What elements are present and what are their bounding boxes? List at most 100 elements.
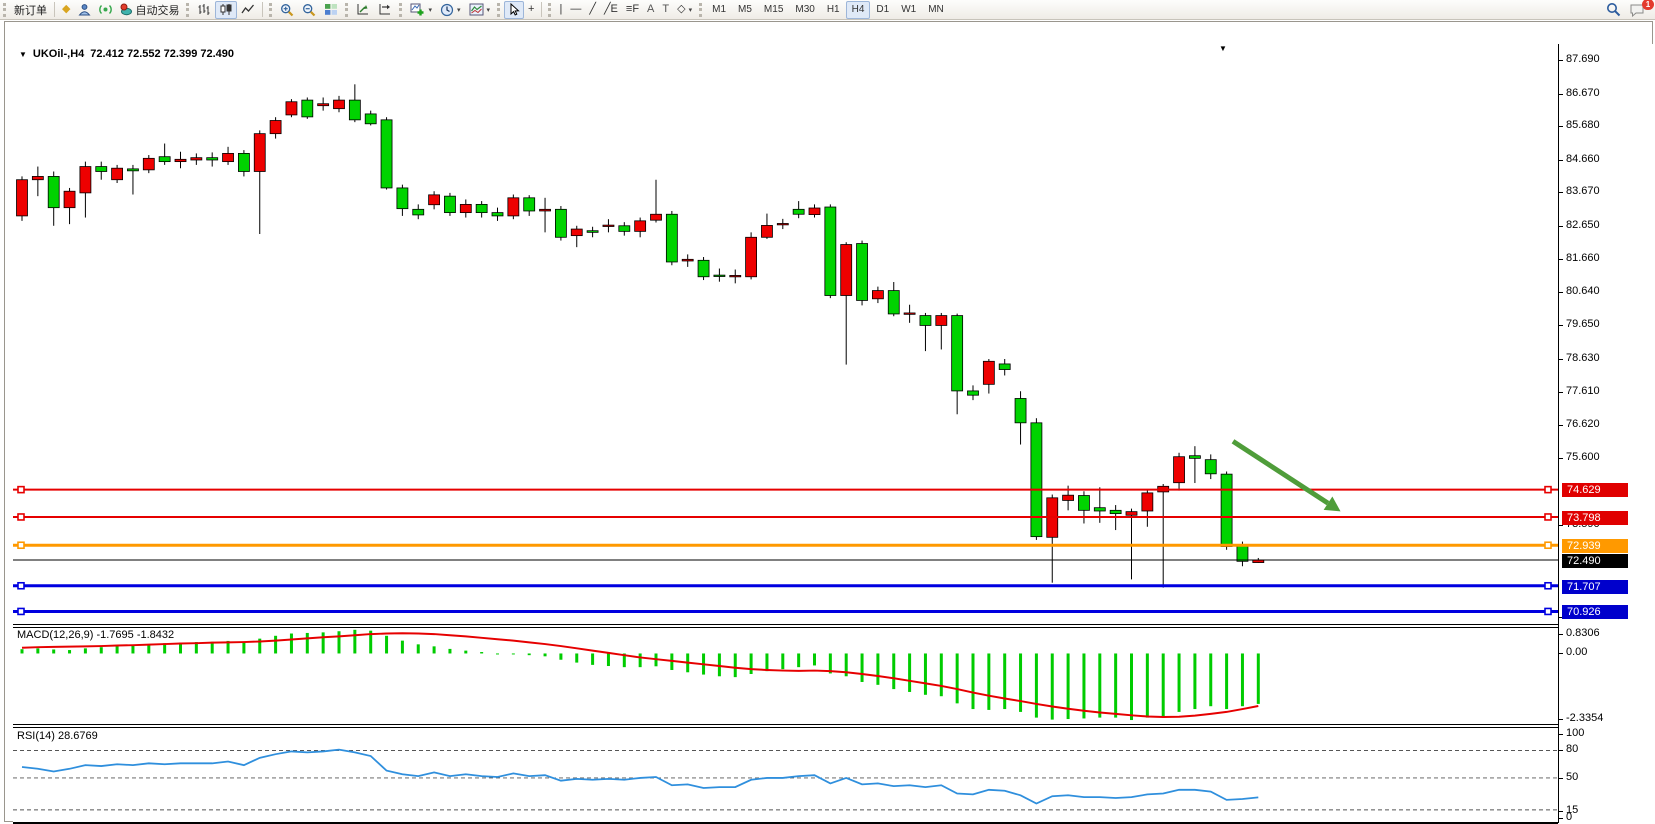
price-axis[interactable]: 87.690 86.670 85.680 84.660 83.670 82.650 81.6… bbox=[1558, 44, 1655, 823]
tf-m30-button[interactable]: M30 bbox=[795, 4, 815, 15]
tf-w1-button[interactable]: W1 bbox=[901, 4, 917, 15]
fibonacci-icon[interactable]: ≡F bbox=[625, 3, 640, 15]
axis-tick-mark bbox=[1559, 617, 1563, 618]
bull-candle bbox=[174, 158, 187, 163]
dropdown-arrow-icon[interactable]: ▾ bbox=[428, 6, 432, 14]
axis-tick-mark bbox=[1559, 524, 1563, 526]
crosshair-icon[interactable]: + bbox=[528, 3, 535, 15]
dropdown-arrow-icon[interactable]: ▾ bbox=[688, 6, 693, 14]
bull-candle bbox=[1125, 511, 1138, 516]
axis-tick-mark bbox=[1559, 258, 1563, 260]
new-order-button[interactable]: 新订单 bbox=[14, 4, 47, 17]
candlestick-chart-icon[interactable] bbox=[215, 0, 238, 19]
toolbar-drag-handle[interactable] bbox=[497, 2, 501, 17]
macd-histogram-bar bbox=[1145, 653, 1149, 718]
channel-icon[interactable]: ╱E bbox=[603, 3, 618, 15]
bull-candle bbox=[333, 99, 345, 110]
line-anchor-marker[interactable] bbox=[17, 541, 25, 550]
bear-candle bbox=[713, 274, 726, 277]
price-line-badge: 72.939 bbox=[1562, 539, 1628, 554]
bull-candle bbox=[190, 157, 203, 161]
chart-shift-icon bbox=[378, 3, 392, 16]
axis-tick-mark bbox=[1559, 226, 1563, 228]
chart-shift-icon[interactable] bbox=[374, 1, 396, 19]
bar-chart-icon[interactable] bbox=[193, 1, 215, 19]
dropdown-arrow-icon[interactable]: ▾ bbox=[486, 6, 491, 14]
indicators-icon[interactable]: ▾ bbox=[406, 1, 436, 19]
line-anchor-marker[interactable] bbox=[17, 485, 25, 494]
trendline-icon[interactable]: ╱ bbox=[589, 3, 596, 15]
axis-tick-label: 80 bbox=[1566, 743, 1579, 755]
macd-pane[interactable] bbox=[13, 627, 1558, 725]
tf-d1-button[interactable]: D1 bbox=[876, 4, 890, 15]
axis-tick-mark bbox=[1559, 93, 1563, 95]
macd-histogram-bar bbox=[908, 653, 912, 692]
horizontal-line-icon[interactable]: — bbox=[570, 3, 582, 15]
vertical-line-icon[interactable]: | bbox=[559, 3, 563, 15]
bear-candle bbox=[856, 243, 868, 301]
down-arrow-annotation[interactable] bbox=[1231, 439, 1330, 506]
toolbar-drag-handle[interactable] bbox=[186, 2, 190, 17]
chat-icon[interactable]: 1 bbox=[1625, 0, 1654, 19]
line-anchor-marker[interactable] bbox=[17, 581, 25, 590]
auto-trading-button[interactable]: 自动交易 bbox=[116, 1, 183, 19]
price-line-badge: 73.798 bbox=[1562, 510, 1628, 525]
zoom-in-icon[interactable] bbox=[276, 1, 298, 19]
tf-mn-button[interactable]: MN bbox=[928, 4, 944, 15]
zoom-out-icon bbox=[302, 3, 316, 17]
axis-tick-mark bbox=[1559, 324, 1563, 326]
bull-candle bbox=[253, 133, 266, 172]
templates-icon[interactable]: ▾ bbox=[465, 1, 495, 19]
axis-tick-label: 85.680 bbox=[1566, 119, 1600, 132]
chart-dropdown-icon[interactable]: ▼ bbox=[19, 49, 27, 59]
zoom-out-icon[interactable] bbox=[298, 1, 320, 19]
chart-shift-marker-icon[interactable]: ▼ bbox=[1219, 44, 1227, 53]
tf-h4-button[interactable]: H4 bbox=[845, 0, 871, 19]
axis-tick-mark bbox=[1559, 734, 1563, 735]
toolbar-drag-handle[interactable] bbox=[399, 2, 403, 17]
toolbar-drag-handle[interactable] bbox=[345, 2, 349, 17]
cursor-icon[interactable] bbox=[504, 0, 525, 19]
auto-arrange-icon[interactable] bbox=[352, 1, 374, 19]
macd-histogram-bar bbox=[416, 644, 420, 654]
tf-h1-button[interactable]: H1 bbox=[826, 4, 840, 15]
tf-m1-button[interactable]: M1 bbox=[712, 4, 727, 15]
line-anchor-marker[interactable] bbox=[1544, 485, 1552, 494]
text-icon[interactable]: A bbox=[647, 3, 655, 15]
axis-tick-mark bbox=[1559, 750, 1563, 751]
price-line-badge: 70.926 bbox=[1562, 605, 1628, 620]
macd-histogram-bar bbox=[876, 653, 880, 685]
toolbar-drag-handle[interactable] bbox=[269, 2, 273, 17]
line-anchor-marker[interactable] bbox=[17, 607, 25, 616]
line-anchor-marker[interactable] bbox=[17, 513, 25, 521]
search-icon[interactable] bbox=[1602, 1, 1625, 19]
axis-tick-mark bbox=[1559, 159, 1563, 161]
line-anchor-marker[interactable] bbox=[1544, 581, 1552, 590]
bear-candle bbox=[47, 176, 60, 209]
periods-clock-icon bbox=[440, 3, 454, 17]
main-chart-pane[interactable] bbox=[13, 44, 1558, 625]
signal-icon[interactable] bbox=[95, 1, 116, 19]
profile-icon[interactable] bbox=[74, 1, 95, 19]
bear-candle bbox=[824, 206, 837, 296]
dropdown-arrow-icon[interactable]: ▾ bbox=[456, 6, 461, 14]
line-chart-icon[interactable] bbox=[237, 1, 259, 19]
toolbar-drag-handle[interactable] bbox=[3, 2, 6, 17]
macd-histogram-bar bbox=[543, 653, 547, 657]
bear-candle bbox=[792, 208, 805, 215]
text-label-icon[interactable]: T bbox=[662, 3, 670, 15]
gold-box-icon[interactable]: ◆ bbox=[62, 3, 71, 15]
macd-histogram-bar bbox=[527, 653, 531, 656]
rsi-pane[interactable] bbox=[13, 727, 1558, 823]
axis-tick-label: 50 bbox=[1566, 771, 1579, 783]
toolbar-drag-handle[interactable] bbox=[699, 2, 703, 17]
line-anchor-marker[interactable] bbox=[1544, 541, 1552, 550]
shapes-icon[interactable]: ◇ ▾ bbox=[677, 3, 693, 15]
tile-windows-icon[interactable] bbox=[320, 1, 342, 19]
periods-clock-icon[interactable]: ▾ bbox=[436, 1, 465, 19]
tf-m15-button[interactable]: M15 bbox=[763, 4, 784, 15]
toolbar-drag-handle[interactable] bbox=[548, 2, 552, 17]
line-anchor-marker[interactable] bbox=[1544, 607, 1552, 616]
line-anchor-marker[interactable] bbox=[1544, 513, 1552, 521]
tf-m5-button[interactable]: M5 bbox=[738, 4, 752, 15]
